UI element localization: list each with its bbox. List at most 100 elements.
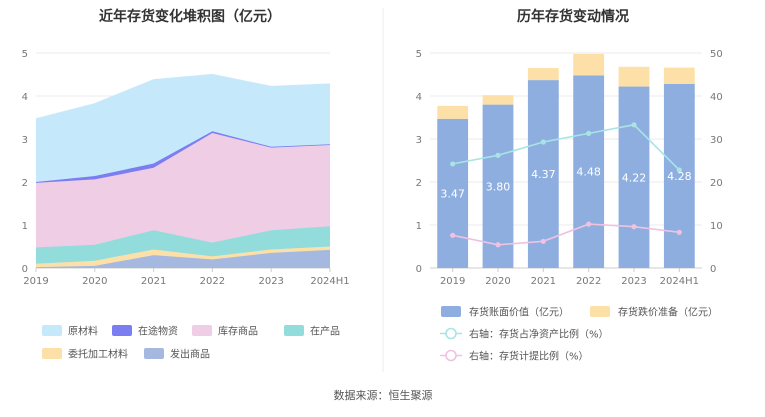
y-tick-label: 5 [416, 49, 422, 60]
bar-存货跌价准备（亿元）-2023 [618, 66, 650, 87]
bar-存货跌价准备（亿元）-2021 [527, 68, 559, 81]
line-右轴：存货占净资产比例（%） [452, 123, 680, 171]
line-右轴：存货计提比例（%） [452, 223, 680, 246]
line-point [586, 221, 592, 227]
left-y-axis: 0 1 2 3 4 5 [22, 49, 28, 275]
legend-swatch [192, 325, 212, 336]
legend-swatch [42, 348, 62, 359]
x-tick-label: 2024H1 [660, 276, 699, 287]
x-tick-label: 2024H1 [310, 276, 349, 287]
left-chart-title: 近年存货变化堆积图（亿元） [99, 8, 281, 25]
legend-label: 库存商品 [218, 325, 258, 338]
legend-label: 原材料 [68, 325, 98, 338]
x-tick-label: 2022 [576, 276, 601, 287]
legend-label: 右轴：存货占净资产比例（%） [469, 328, 609, 341]
legend-label: 发出商品 [170, 348, 210, 361]
legend-marker [445, 349, 457, 362]
x-tick-label: 2023 [258, 276, 283, 287]
legend-label: 存货跌价准备（亿元） [618, 306, 718, 319]
line-point [495, 242, 501, 248]
y-tick-label: 1 [416, 221, 422, 232]
bar-存货账面价值（亿元）-2022 [573, 75, 605, 268]
line-point [450, 232, 456, 238]
bar-value-label: 4.48 [576, 166, 601, 179]
bar-存货账面价值（亿元）-2019 [437, 118, 469, 268]
x-tick-label: 2020 [82, 276, 107, 287]
y2-tick-label: 30 [710, 135, 723, 146]
data-source: 数据来源：恒生聚源 [334, 388, 433, 402]
x-tick-label: 2021 [141, 276, 166, 287]
right-y-axis-left: 0 1 2 3 4 5 [416, 49, 422, 275]
legend-swatch [144, 348, 164, 359]
x-tick-label: 2023 [621, 276, 646, 287]
x-tick-label: 2019 [23, 276, 48, 287]
y-tick-label: 4 [416, 92, 422, 103]
bar-value-label: 4.22 [622, 171, 647, 184]
y-tick-label: 5 [22, 49, 28, 60]
y2-tick-label: 40 [710, 92, 723, 103]
x-tick-label: 2022 [200, 276, 225, 287]
legend-marker [445, 327, 457, 340]
left-area-layers [35, 73, 331, 268]
line-point [631, 122, 637, 128]
bar-存货跌价准备（亿元）-2022 [573, 53, 605, 76]
legend-label: 在途物资 [138, 325, 178, 338]
legend-swatch [284, 325, 304, 336]
legend-swatch [42, 325, 62, 336]
bar-存货跌价准备（亿元）-2020 [482, 95, 514, 105]
right-bar-series [437, 53, 695, 269]
right-chart-title: 历年存货变动情况 [517, 8, 629, 25]
area-原材料 [36, 74, 330, 182]
line-point [450, 161, 456, 167]
area-在产品 [36, 226, 330, 264]
y-tick-label: 3 [416, 135, 422, 146]
bar-存货跌价准备（亿元）-2019 [437, 105, 469, 119]
legend-label: 委托加工材料 [68, 348, 128, 361]
y2-tick-label: 20 [710, 178, 723, 189]
line-point [540, 139, 546, 145]
line-point [631, 224, 637, 230]
x-tick-label: 2019 [440, 276, 465, 287]
y-tick-label: 4 [22, 92, 28, 103]
y2-tick-label: 50 [710, 49, 723, 60]
y-tick-label: 2 [416, 178, 422, 189]
y-tick-label: 2 [22, 178, 28, 189]
bar-value-label: 3.47 [440, 187, 465, 200]
right-bar-labels: 3.47 3.80 4.37 4.48 4.22 4.28 [440, 166, 691, 201]
bar-存货账面价值（亿元）-2020 [482, 104, 514, 268]
left-area-chart: 近年存货变化堆积图（亿元） 0 1 2 3 4 5 2019 2020 2021 2022 202… [22, 8, 350, 361]
line-point [495, 152, 501, 158]
right-x-axis: 2019 2020 2021 2022 2023 2024H1 [440, 268, 699, 287]
legend-swatch [441, 306, 461, 317]
right-gridlines [430, 52, 702, 269]
bar-存货跌价准备（亿元）-2024H1 [663, 67, 695, 84]
bar-存货账面价值（亿元）-2024H1 [663, 83, 695, 269]
right-y-axis-right: 0 10 20 30 40 50 [710, 49, 723, 275]
legend-swatch [112, 325, 132, 336]
line-point [676, 167, 682, 173]
legend-label: 存货账面价值（亿元） [469, 306, 569, 319]
legend-swatch [590, 306, 610, 317]
bar-value-label: 4.28 [667, 170, 692, 183]
bar-value-label: 4.37 [531, 168, 556, 181]
x-tick-label: 2020 [485, 276, 510, 287]
right-legend: 存货账面价值（亿元） 存货跌价准备（亿元） 右轴：存货占净资产比例（%） 右轴：存货计… [440, 306, 718, 363]
y2-tick-label: 0 [710, 264, 716, 275]
line-point [540, 238, 546, 244]
line-point [586, 130, 592, 137]
y-tick-label: 0 [416, 264, 422, 275]
area-edge-原材料 [35, 73, 331, 120]
area-库存商品 [36, 133, 330, 248]
line-point [676, 229, 682, 235]
x-tick-label: 2021 [531, 276, 556, 287]
bar-存货账面价值（亿元）-2023 [618, 86, 650, 268]
y-tick-label: 1 [22, 221, 28, 232]
right-bar-line-chart: 历年存货变动情况 0 1 2 3 4 5 0 10 20 30 40 50 3.47 3.80 4.37… [416, 8, 723, 363]
y-tick-label: 0 [22, 264, 28, 275]
y-tick-label: 3 [22, 135, 28, 146]
legend-label: 在产品 [310, 325, 340, 338]
left-x-axis: 2019 2020 2021 2022 2023 2024H1 [23, 268, 350, 287]
right-line-series [450, 122, 682, 248]
